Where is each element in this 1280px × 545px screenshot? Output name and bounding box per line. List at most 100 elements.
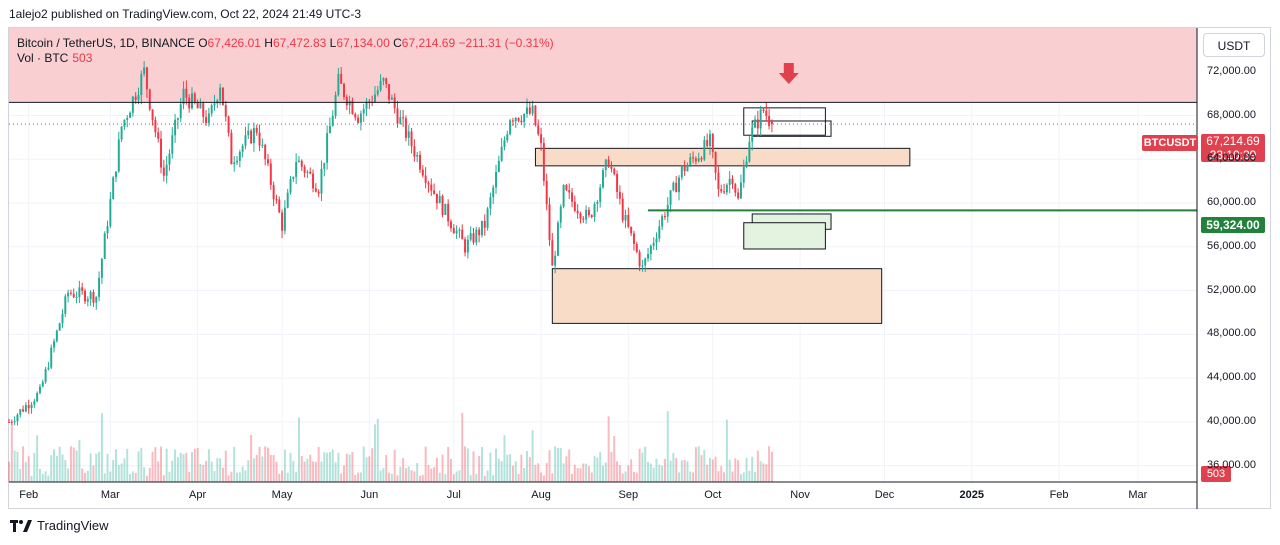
candle-body: [461, 229, 464, 240]
chart-frame[interactable]: [8, 27, 1271, 509]
box-zone: [751, 120, 832, 137]
candle-body: [252, 127, 255, 144]
x-axis-label: 2025: [959, 489, 985, 501]
candle-body: [711, 134, 714, 152]
volume-bar: [295, 472, 298, 482]
volume-bar: [78, 440, 81, 482]
candle-body: [416, 154, 419, 157]
volume-bar: [562, 463, 565, 482]
candle-body: [168, 153, 171, 165]
volume-bar: [514, 461, 517, 482]
volume-bar: [385, 455, 388, 482]
volume-bar: [368, 456, 371, 482]
volume-bar: [114, 449, 117, 482]
candle-body: [492, 187, 495, 198]
candle-body: [292, 176, 295, 179]
volume-value: 503: [72, 51, 93, 65]
x-axis-label: Feb: [1049, 489, 1069, 501]
volume-bar: [419, 475, 421, 482]
candle-body: [489, 197, 492, 209]
volume-bar: [348, 454, 351, 482]
volume-bar: [148, 467, 151, 482]
volume-bar: [379, 470, 382, 482]
legend-high-label: H: [264, 36, 273, 50]
volume-bar: [210, 461, 213, 482]
box-zone: [743, 107, 826, 136]
candle-body: [286, 192, 289, 208]
volume-bar: [22, 446, 25, 482]
volume-bar: [706, 464, 709, 482]
volume-bar: [444, 474, 447, 482]
volume-bar: [641, 452, 644, 482]
candle-body: [523, 113, 526, 123]
candle-body: [602, 170, 604, 188]
volume-bar: [359, 472, 362, 482]
candle-body: [297, 160, 300, 162]
candle-body: [540, 134, 543, 144]
volume-bar: [219, 458, 222, 482]
candle-body: [171, 135, 174, 154]
volume-bar: [596, 457, 599, 482]
volume-bar: [497, 458, 500, 482]
volume-bar: [540, 472, 543, 482]
candle-body: [345, 97, 348, 106]
volume-bar: [438, 472, 441, 482]
candle-body: [84, 290, 86, 302]
volume-bar: [638, 448, 641, 482]
volume-bar: [261, 456, 264, 482]
volume-bar: [475, 473, 478, 482]
volume-bar: [523, 468, 526, 482]
candle-body: [435, 193, 438, 204]
volume-bar: [53, 449, 56, 482]
volume-bar: [458, 470, 461, 482]
legend-low: 67,134.00: [336, 36, 390, 50]
volume-bar: [489, 452, 492, 482]
volume-bar: [371, 448, 374, 482]
candle-body: [495, 171, 498, 188]
candle-body: [635, 243, 638, 252]
bar-countdown: 23:10:39: [1209, 148, 1257, 162]
candle-body: [185, 88, 188, 98]
candle-body: [129, 112, 132, 118]
volume-bar: [221, 467, 224, 482]
volume-bar: [326, 452, 329, 482]
candle-body: [331, 115, 334, 126]
currency-button[interactable]: USDT: [1203, 33, 1265, 57]
volume-bar: [185, 452, 188, 482]
volume-bar: [55, 455, 58, 482]
volume-bar: [613, 436, 616, 482]
candle-body: [376, 90, 379, 95]
volume-bar: [466, 448, 469, 482]
volume-bar: [174, 449, 177, 482]
volume-bar: [176, 457, 179, 482]
volume-bar: [323, 452, 326, 482]
volume-bar: [47, 475, 50, 482]
volume-bar: [8, 461, 10, 482]
candle-body: [309, 171, 312, 174]
volume-bar: [154, 447, 157, 482]
candle-body: [531, 105, 534, 114]
volume-bar: [255, 454, 258, 482]
volume-bar: [98, 451, 101, 482]
candle-body: [616, 173, 619, 192]
candle-body: [655, 238, 658, 243]
candle-body: [475, 229, 478, 243]
volume-bar: [250, 434, 253, 482]
volume-bar: [252, 458, 255, 482]
volume-bar: [241, 466, 244, 482]
volume-bar: [33, 452, 36, 482]
last-price-value: 67,214.69: [1206, 134, 1260, 148]
candle-body: [500, 146, 503, 161]
tradingview-footer[interactable]: TradingView: [10, 518, 109, 533]
volume-bar: [711, 459, 714, 482]
volume-bar: [697, 446, 700, 482]
candle-body: [382, 78, 385, 81]
down-arrow-icon: [778, 63, 799, 85]
axes: [9, 28, 1198, 509]
volume-bar: [213, 470, 216, 482]
candle-body: [137, 95, 140, 100]
candle-body: [244, 135, 247, 146]
candle-body: [36, 392, 39, 402]
volume-bar: [590, 472, 593, 482]
